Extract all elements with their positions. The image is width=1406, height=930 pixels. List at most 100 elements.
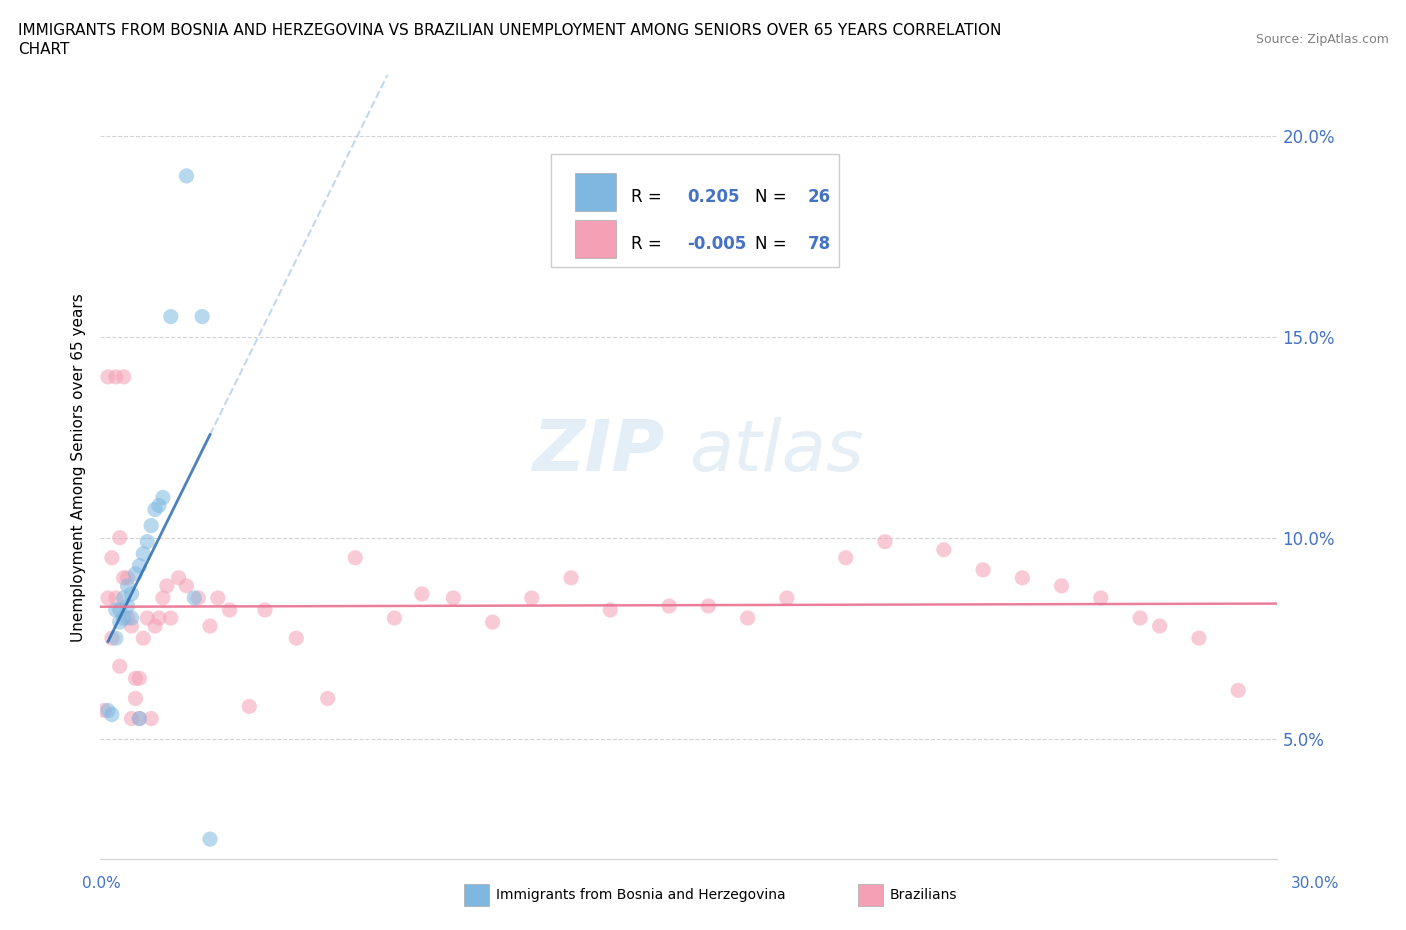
Point (139, 518, 162, 533)
Point (117, 570, 139, 585)
Point (1090, 591, 1112, 605)
Point (316, 691, 339, 706)
Point (344, 551, 367, 565)
Text: N =: N = (755, 235, 792, 253)
Point (873, 534, 896, 549)
Point (285, 631, 308, 645)
Point (481, 615, 503, 630)
Point (117, 611, 139, 626)
Point (1149, 618, 1171, 633)
Point (93, 703, 115, 718)
Point (104, 369, 127, 384)
Point (143, 618, 166, 633)
Text: Brazilians: Brazilians (890, 887, 957, 902)
Point (97, 369, 120, 384)
Point (97, 591, 120, 605)
Point (128, 671, 150, 685)
Text: 78: 78 (807, 235, 831, 253)
Point (198, 831, 221, 846)
Point (1011, 570, 1033, 585)
Point (112, 611, 135, 626)
Point (128, 711, 150, 726)
Bar (575, 220, 616, 258)
Point (187, 591, 209, 605)
Point (658, 599, 681, 614)
Point (1227, 683, 1250, 698)
Point (132, 631, 155, 645)
Text: 0.0%: 0.0% (82, 876, 121, 891)
Text: R =: R = (631, 235, 666, 253)
Point (104, 591, 127, 605)
Point (124, 691, 146, 706)
Point (136, 534, 159, 549)
Point (183, 591, 205, 605)
Point (143, 502, 166, 517)
Text: IMMIGRANTS FROM BOSNIA AND HERZEGOVINA VS BRAZILIAN UNEMPLOYMENT AMONG SENIORS O: IMMIGRANTS FROM BOSNIA AND HERZEGOVINA V… (18, 23, 1001, 38)
Point (932, 542, 955, 557)
Point (167, 570, 190, 585)
Point (1188, 631, 1211, 645)
Point (520, 591, 543, 605)
Point (148, 498, 170, 513)
Point (776, 591, 799, 605)
Point (128, 711, 150, 726)
Point (117, 599, 139, 614)
Point (97, 703, 120, 718)
Text: atlas: atlas (689, 418, 863, 486)
Y-axis label: Unemployment Among Seniors over 65 years: Unemployment Among Seniors over 65 years (72, 293, 86, 642)
Point (159, 309, 181, 324)
Point (207, 591, 229, 605)
Point (112, 369, 135, 384)
Point (1129, 611, 1152, 626)
Point (136, 611, 159, 626)
Point (128, 558, 150, 573)
Point (697, 599, 720, 614)
Point (156, 578, 179, 593)
Point (124, 671, 146, 685)
Point (441, 591, 464, 605)
Point (108, 658, 131, 673)
Point (139, 711, 162, 726)
Text: Immigrants from Bosnia and Herzegovina: Immigrants from Bosnia and Herzegovina (496, 887, 786, 902)
Point (101, 551, 124, 565)
Point (198, 618, 221, 633)
Point (599, 603, 621, 618)
FancyBboxPatch shape (551, 153, 839, 268)
Point (560, 570, 582, 585)
Text: 26: 26 (807, 188, 831, 206)
Point (384, 611, 406, 626)
Point (1050, 578, 1073, 593)
Text: R =: R = (631, 188, 666, 206)
Point (411, 587, 433, 602)
Point (108, 615, 131, 630)
Point (176, 168, 198, 183)
Point (117, 578, 139, 593)
Point (124, 566, 146, 581)
Point (108, 603, 131, 618)
Point (101, 631, 124, 645)
Point (972, 563, 994, 578)
Text: 30.0%: 30.0% (1291, 876, 1339, 891)
Point (148, 611, 170, 626)
Point (159, 611, 181, 626)
Point (104, 603, 127, 618)
Text: N =: N = (755, 188, 792, 206)
Point (132, 546, 155, 561)
Point (835, 551, 858, 565)
Text: CHART: CHART (18, 42, 70, 57)
Point (121, 611, 143, 626)
Point (112, 591, 135, 605)
Point (176, 578, 198, 593)
Point (121, 618, 143, 633)
Point (238, 699, 260, 714)
Point (737, 611, 759, 626)
Point (121, 587, 143, 602)
Point (152, 591, 174, 605)
Point (253, 603, 276, 618)
Point (101, 707, 124, 722)
Point (191, 309, 214, 324)
Point (108, 530, 131, 545)
Text: -0.005: -0.005 (688, 235, 747, 253)
Text: Source: ZipAtlas.com: Source: ZipAtlas.com (1256, 33, 1389, 46)
Bar (575, 173, 616, 211)
